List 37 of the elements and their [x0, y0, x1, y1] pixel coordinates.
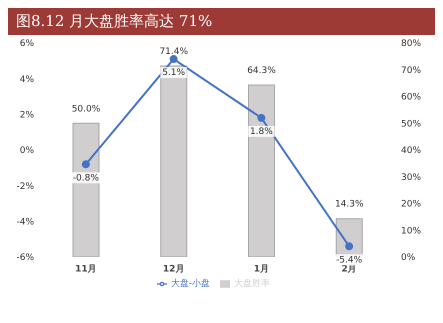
y2-tick-label: 40%: [401, 146, 422, 156]
point: [345, 242, 354, 250]
bar: [72, 122, 100, 257]
data-label: 1.8%: [250, 126, 274, 137]
y-tick-label: 4%: [20, 74, 34, 85]
bar: [248, 84, 275, 257]
legend-label: 大盘-小盘: [170, 279, 210, 289]
data-label: 64.3%: [247, 66, 276, 76]
x-tick-label: 1月: [254, 263, 270, 274]
x-tick-label: 2月: [341, 263, 357, 274]
y-tick-label: -2%: [16, 182, 34, 192]
chart-title: 图8.12 月大盘胜率高达 71%: [8, 8, 435, 35]
y2-tick-label: 70%: [401, 66, 422, 76]
data-label: 71.4%: [159, 47, 188, 58]
y2-tick-label: 80%: [401, 39, 422, 50]
data-label: 5.1%: [162, 68, 186, 78]
y-tick-label: -6%: [16, 253, 34, 264]
y-tick-label: 0%: [20, 146, 34, 156]
x-tick-label: 11月: [75, 263, 97, 274]
point: [82, 160, 90, 168]
data-label: 50.0%: [72, 104, 101, 114]
y2-tick-label: 0%: [401, 253, 416, 264]
data-label: -5.4%: [336, 255, 363, 266]
y-tick-label: -4%: [16, 218, 34, 228]
y2-tick-label: 20%: [401, 200, 422, 210]
y2-tick-label: 50%: [401, 119, 422, 130]
x-tick-label: 12月: [162, 263, 184, 274]
y2-tick-label: 60%: [401, 92, 422, 103]
y-tick-label: 2%: [20, 110, 34, 121]
y2-tick-label: 30%: [401, 172, 422, 183]
data-label: -0.8%: [72, 173, 100, 184]
point: [257, 114, 266, 122]
y-tick-label: 6%: [20, 39, 34, 50]
y2-tick-label: 10%: [401, 226, 422, 236]
point: [170, 55, 178, 64]
data-label: 14.3%: [334, 200, 364, 210]
bar: [160, 66, 188, 257]
